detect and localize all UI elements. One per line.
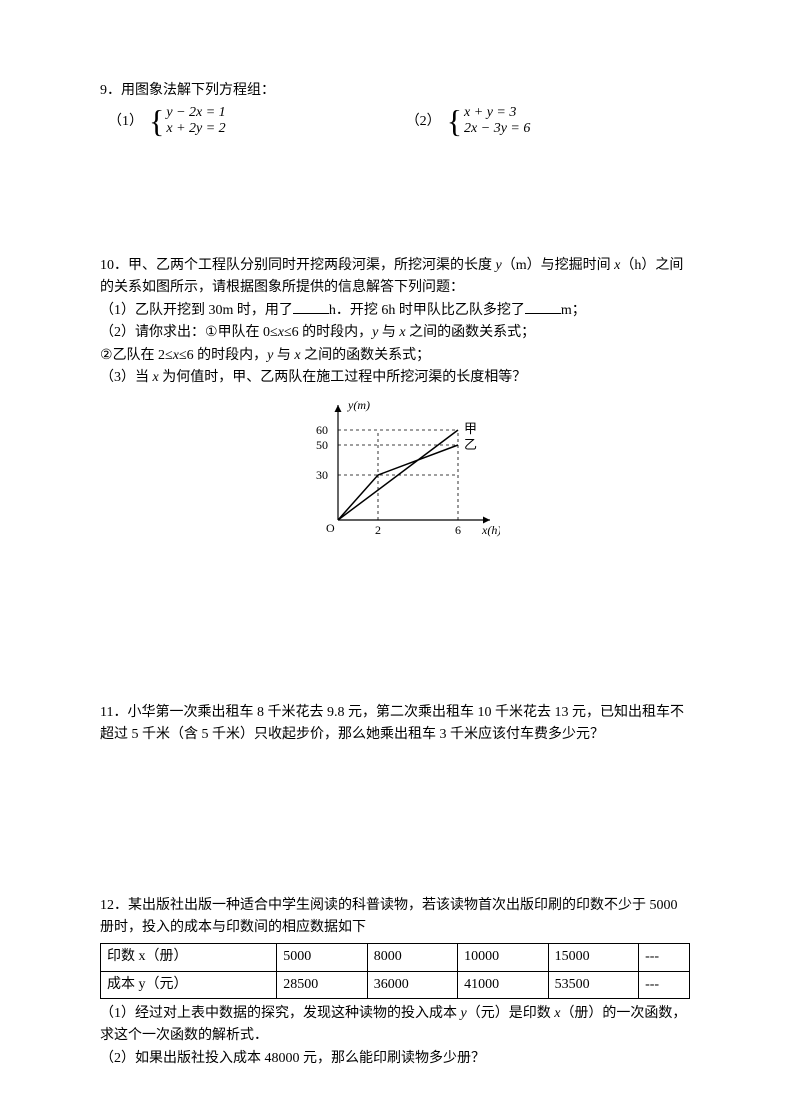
- table-cell: 28500: [277, 971, 367, 998]
- table-cell: ---: [639, 971, 690, 998]
- q9-eq2-label: （2）: [406, 111, 441, 132]
- blank-field[interactable]: [525, 300, 561, 314]
- table-cell: 41000: [458, 971, 548, 998]
- q10-graph: y(m) x(h) O 30 5060 2 6 甲乙: [100, 395, 690, 553]
- svg-text:O: O: [326, 521, 335, 535]
- brace-icon: {: [149, 105, 164, 137]
- table-cell: 36000: [367, 971, 457, 998]
- q9-eq1-line2: x + 2y = 2: [166, 121, 225, 137]
- svg-text:甲: 甲: [464, 421, 477, 436]
- q9-eq-1: （1） { y − 2x = 1 x + 2y = 2: [108, 105, 226, 137]
- svg-text:乙: 乙: [464, 437, 477, 452]
- q9-equations: （1） { y − 2x = 1 x + 2y = 2 （2） { x + y …: [108, 105, 690, 137]
- q9-eq1-label: （1）: [108, 111, 143, 132]
- question-11: 11．小华第一次乘出租车 8 千米花去 9.8 元，第二次乘出租车 10 千米花…: [100, 702, 690, 747]
- table-cell: 印数 x（册）: [101, 944, 277, 971]
- q10-line0: 10．甲、乙两个工程队分别同时开挖两段河渠，所挖河渠的长度 y（m）与挖掘时间 …: [100, 255, 690, 300]
- q10-line1: （1）乙队开挖到 30m 时，用了h．开挖 6h 时甲队比乙队多挖了m；: [100, 300, 690, 322]
- q10-line3: ②乙队在 2≤x≤6 的时段内，y 与 x 之间的函数关系式；: [100, 345, 690, 367]
- table-cell: 10000: [458, 944, 548, 971]
- svg-text:60: 60: [316, 423, 328, 437]
- q12-table: 印数 x（册） 5000 8000 10000 15000 --- 成本 y（元…: [100, 943, 690, 999]
- q9-eq2-line1: x + y = 3: [464, 105, 530, 121]
- svg-text:30: 30: [316, 468, 328, 482]
- q9-eq2-line2: 2x − 3y = 6: [464, 121, 530, 137]
- table-cell: ---: [639, 944, 690, 971]
- svg-text:x(h): x(h): [481, 523, 500, 537]
- q9-eq1-line1: y − 2x = 1: [166, 105, 225, 121]
- question-9: 9．用图象法解下列方程组： （1） { y − 2x = 1 x + 2y = …: [100, 80, 690, 137]
- q11-text: 11．小华第一次乘出租车 8 千米花去 9.8 元，第二次乘出租车 10 千米花…: [100, 702, 690, 747]
- q9-eq-2: （2） { x + y = 3 2x − 3y = 6: [406, 105, 531, 137]
- blank-field[interactable]: [293, 300, 329, 314]
- q12-after1: （2）如果出版社投入成本 48000 元，那么能印刷读物多少册？: [100, 1048, 690, 1070]
- table-cell: 15000: [548, 944, 638, 971]
- question-10: 10．甲、乙两个工程队分别同时开挖两段河渠，所挖河渠的长度 y（m）与挖掘时间 …: [100, 255, 690, 554]
- q10-line2: （2）请你求出：①甲队在 0≤x≤6 的时段内，y 与 x 之间的函数关系式；: [100, 322, 690, 344]
- table-cell: 53500: [548, 971, 638, 998]
- brace-icon: {: [447, 105, 462, 137]
- svg-text:2: 2: [375, 523, 381, 537]
- question-12: 12．某出版社出版一种适合中学生阅读的科普读物，若该读物首次出版印刷的印数不少于…: [100, 895, 690, 1071]
- table-row: 印数 x（册） 5000 8000 10000 15000 ---: [101, 944, 690, 971]
- svg-text:50: 50: [316, 438, 328, 452]
- q10-line4: （3）当 x 为何值时，甲、乙两队在施工过程中所挖河渠的长度相等？: [100, 367, 690, 389]
- table-cell: 8000: [367, 944, 457, 971]
- svg-text:y(m): y(m): [347, 398, 370, 412]
- q12-after0: （1）经过对上表中数据的探究，发现这种读物的投入成本 y（元）是印数 x（册）的…: [100, 1003, 690, 1048]
- table-cell: 5000: [277, 944, 367, 971]
- q12-intro: 12．某出版社出版一种适合中学生阅读的科普读物，若该读物首次出版印刷的印数不少于…: [100, 895, 690, 940]
- svg-text:6: 6: [455, 523, 461, 537]
- q9-title: 9．用图象法解下列方程组：: [100, 80, 690, 101]
- table-row: 成本 y（元） 28500 36000 41000 53500 ---: [101, 971, 690, 998]
- table-cell: 成本 y（元）: [101, 971, 277, 998]
